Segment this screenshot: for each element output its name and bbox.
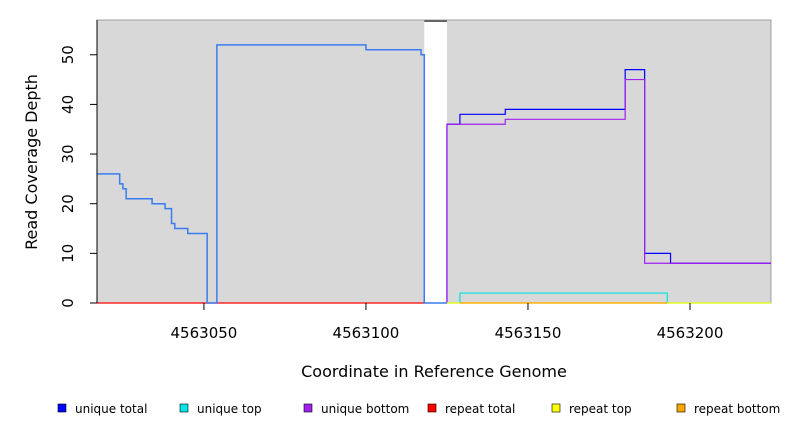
legend-label-repeat-total: repeat total	[445, 402, 515, 416]
x-tick-label: 4563100	[333, 324, 400, 342]
legend-label-repeat-bottom: repeat bottom	[694, 402, 780, 416]
y-tick-label: 40	[59, 95, 77, 114]
legend-label-unique-top: unique top	[197, 402, 262, 416]
y-tick-label: 30	[59, 145, 77, 164]
x-tick-label: 4563050	[171, 324, 238, 342]
y-tick-label: 50	[59, 45, 77, 64]
y-tick-label: 20	[59, 194, 77, 213]
x-axis-ticks: 4563050 4563100 4563150 4563200	[171, 303, 724, 342]
legend-swatch-unique-bottom	[303, 403, 313, 413]
legend-swatch-repeat-bottom	[676, 403, 686, 413]
y-axis-ticks: 0 10 20 30 40 50	[59, 45, 97, 308]
y-axis-label: Read Coverage Depth	[22, 74, 41, 250]
x-tick-label: 4563200	[657, 324, 724, 342]
legend-label-repeat-top: repeat top	[569, 402, 632, 416]
legend-swatch-repeat-total	[427, 403, 437, 413]
series-line-coverage	[97, 44, 447, 304]
legend-label-unique-total: unique total	[75, 402, 147, 416]
legend-swatch-repeat-top	[551, 403, 561, 413]
gap-region	[424, 20, 447, 303]
y-tick-label: 10	[59, 244, 77, 263]
y-tick-label: 0	[59, 298, 77, 308]
legend-label-unique-bottom: unique bottom	[321, 402, 409, 416]
series-layer	[97, 44, 771, 304]
legend: unique total unique top unique bottom repea…	[57, 402, 780, 416]
x-axis-label: Coordinate in Reference Genome	[301, 362, 567, 381]
legend-swatch-unique-top	[179, 403, 189, 413]
series-line-unique-bottom	[446, 78, 771, 303]
x-tick-label: 4563150	[495, 324, 562, 342]
legend-swatch-unique-total	[57, 403, 67, 413]
